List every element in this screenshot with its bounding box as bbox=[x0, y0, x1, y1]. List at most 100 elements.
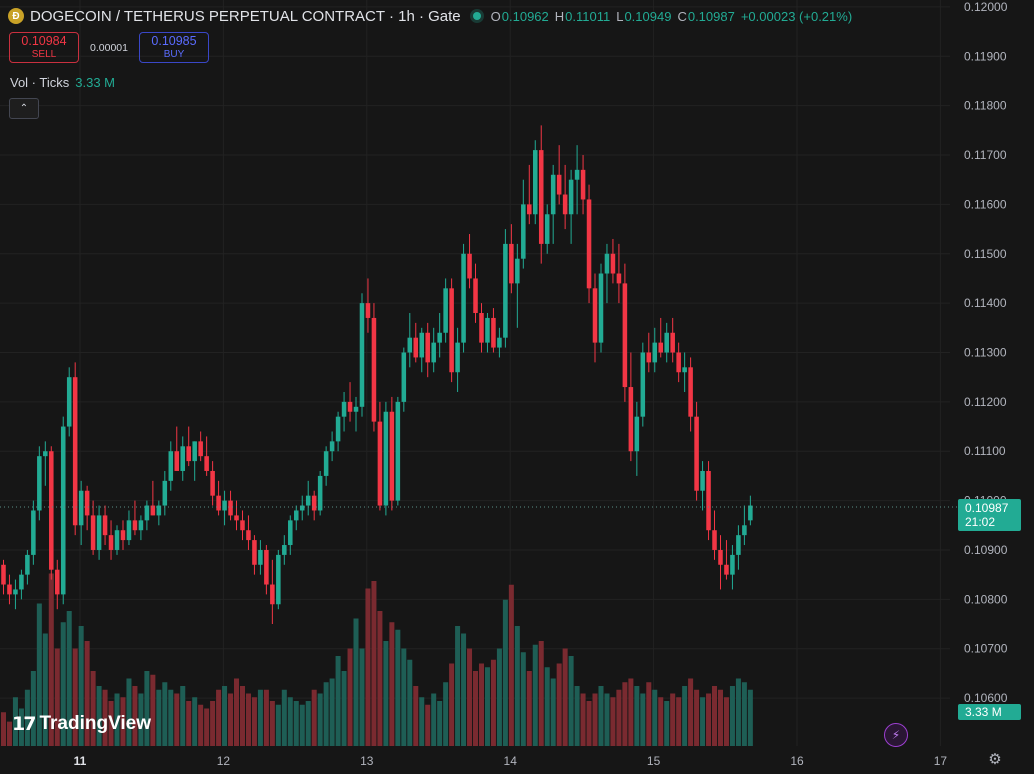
candle bbox=[736, 525, 741, 570]
candle bbox=[311, 490, 317, 521]
volume-bar bbox=[604, 693, 610, 746]
candle bbox=[532, 140, 538, 225]
volume-bar bbox=[652, 689, 658, 746]
candle bbox=[485, 313, 490, 353]
volume-bar bbox=[120, 697, 126, 746]
candle bbox=[455, 327, 460, 392]
candle bbox=[413, 322, 419, 363]
candle bbox=[610, 238, 616, 284]
candle bbox=[604, 243, 610, 304]
volume-bar bbox=[96, 686, 102, 746]
volume-bar bbox=[586, 701, 592, 746]
bar-countdown: 21:02 bbox=[965, 515, 996, 529]
candle bbox=[84, 485, 90, 531]
time-tick-label: 16 bbox=[790, 754, 804, 768]
volume-bar bbox=[78, 626, 84, 746]
volume-bar bbox=[347, 648, 353, 746]
candle bbox=[550, 164, 556, 244]
candle bbox=[515, 243, 520, 328]
price-tick-label: 0.11200 bbox=[964, 395, 1007, 409]
volume-bar bbox=[126, 678, 132, 746]
candle bbox=[479, 303, 484, 353]
candle bbox=[120, 520, 126, 550]
candle bbox=[66, 367, 72, 437]
volume-bar bbox=[42, 633, 48, 746]
volume-bar bbox=[598, 686, 604, 746]
volume-bar bbox=[192, 697, 198, 746]
volume-bar bbox=[234, 678, 240, 746]
volume-bar bbox=[329, 678, 335, 746]
volume-bar bbox=[12, 697, 18, 746]
volume-bar bbox=[741, 682, 747, 746]
volume-bar bbox=[383, 641, 389, 746]
volume-bar bbox=[335, 656, 341, 746]
lightning-icon[interactable]: ⚡︎ bbox=[884, 723, 908, 747]
candle bbox=[652, 327, 658, 373]
candle bbox=[138, 515, 144, 541]
volume-bar bbox=[700, 697, 706, 746]
candle bbox=[544, 204, 550, 254]
candle bbox=[616, 243, 622, 304]
volume-bar bbox=[180, 686, 186, 746]
candle bbox=[329, 431, 335, 462]
volume-bar bbox=[287, 697, 293, 746]
ohlc-legend: O0.10962 H0.11011 L0.10949 C0.10987 +0.0… bbox=[491, 9, 853, 24]
candle bbox=[538, 125, 544, 264]
sell-label: SELL bbox=[31, 48, 57, 60]
candle bbox=[425, 322, 430, 378]
volume-bar bbox=[353, 618, 359, 746]
candle bbox=[592, 273, 598, 363]
volume-bar bbox=[84, 641, 90, 746]
volume-bar bbox=[156, 689, 162, 746]
sell-button[interactable]: 0.10984 SELL bbox=[9, 32, 79, 63]
volume-bar bbox=[580, 693, 586, 746]
volume-bar bbox=[478, 663, 484, 746]
volume-bar bbox=[323, 682, 329, 746]
volume-bar bbox=[628, 678, 634, 746]
candle bbox=[156, 500, 162, 526]
buy-button[interactable]: 0.10985 BUY bbox=[139, 32, 209, 63]
price-tick-label: 0.10800 bbox=[964, 592, 1008, 606]
volume-bar bbox=[622, 682, 628, 746]
candle bbox=[503, 229, 508, 348]
ohlc-high: H0.11011 bbox=[554, 8, 611, 24]
candle bbox=[389, 396, 395, 511]
candle bbox=[19, 569, 24, 600]
symbol-title[interactable]: DOGECOIN / TETHERUS PERPETUAL CONTRACT ·… bbox=[30, 7, 461, 25]
volume-bar bbox=[646, 682, 652, 746]
volume-bar bbox=[269, 701, 275, 746]
candle bbox=[180, 436, 186, 481]
market-open-status-icon bbox=[472, 12, 481, 20]
candle bbox=[258, 540, 263, 575]
collapse-legend-button[interactable]: ⌃ bbox=[9, 98, 39, 119]
candle bbox=[688, 357, 693, 432]
tradingview-logo[interactable]: 17 TradingView bbox=[12, 713, 151, 735]
candle bbox=[54, 559, 60, 610]
volume-bar bbox=[60, 622, 66, 746]
price-tick-label: 0.11600 bbox=[964, 197, 1007, 211]
time-tick-label: 12 bbox=[217, 754, 231, 768]
candle bbox=[276, 549, 281, 610]
volume-bar bbox=[48, 573, 54, 746]
candle bbox=[395, 396, 401, 506]
volume-bar bbox=[508, 584, 514, 746]
volume-bar bbox=[222, 686, 228, 746]
price-tick-label: 0.11900 bbox=[964, 49, 1007, 63]
candle bbox=[144, 500, 150, 531]
chevron-up-icon: ⌃ bbox=[19, 103, 29, 114]
candle bbox=[628, 352, 634, 462]
volume-bar bbox=[455, 626, 461, 746]
volume-bar bbox=[174, 693, 180, 746]
candle bbox=[60, 416, 66, 605]
candle bbox=[299, 495, 305, 521]
volume-bar bbox=[377, 611, 383, 746]
volume-bar bbox=[568, 656, 574, 746]
tradingview-logo-text: TradingView bbox=[39, 713, 152, 734]
volume-legend-label: Vol · Ticks bbox=[10, 75, 70, 90]
gear-icon[interactable]: ⚙ bbox=[988, 751, 1002, 768]
volume-bar bbox=[102, 689, 108, 746]
volume-bar bbox=[419, 697, 425, 746]
volume-legend[interactable]: Vol · Ticks 3.33 M bbox=[10, 75, 115, 90]
candle bbox=[234, 500, 239, 531]
